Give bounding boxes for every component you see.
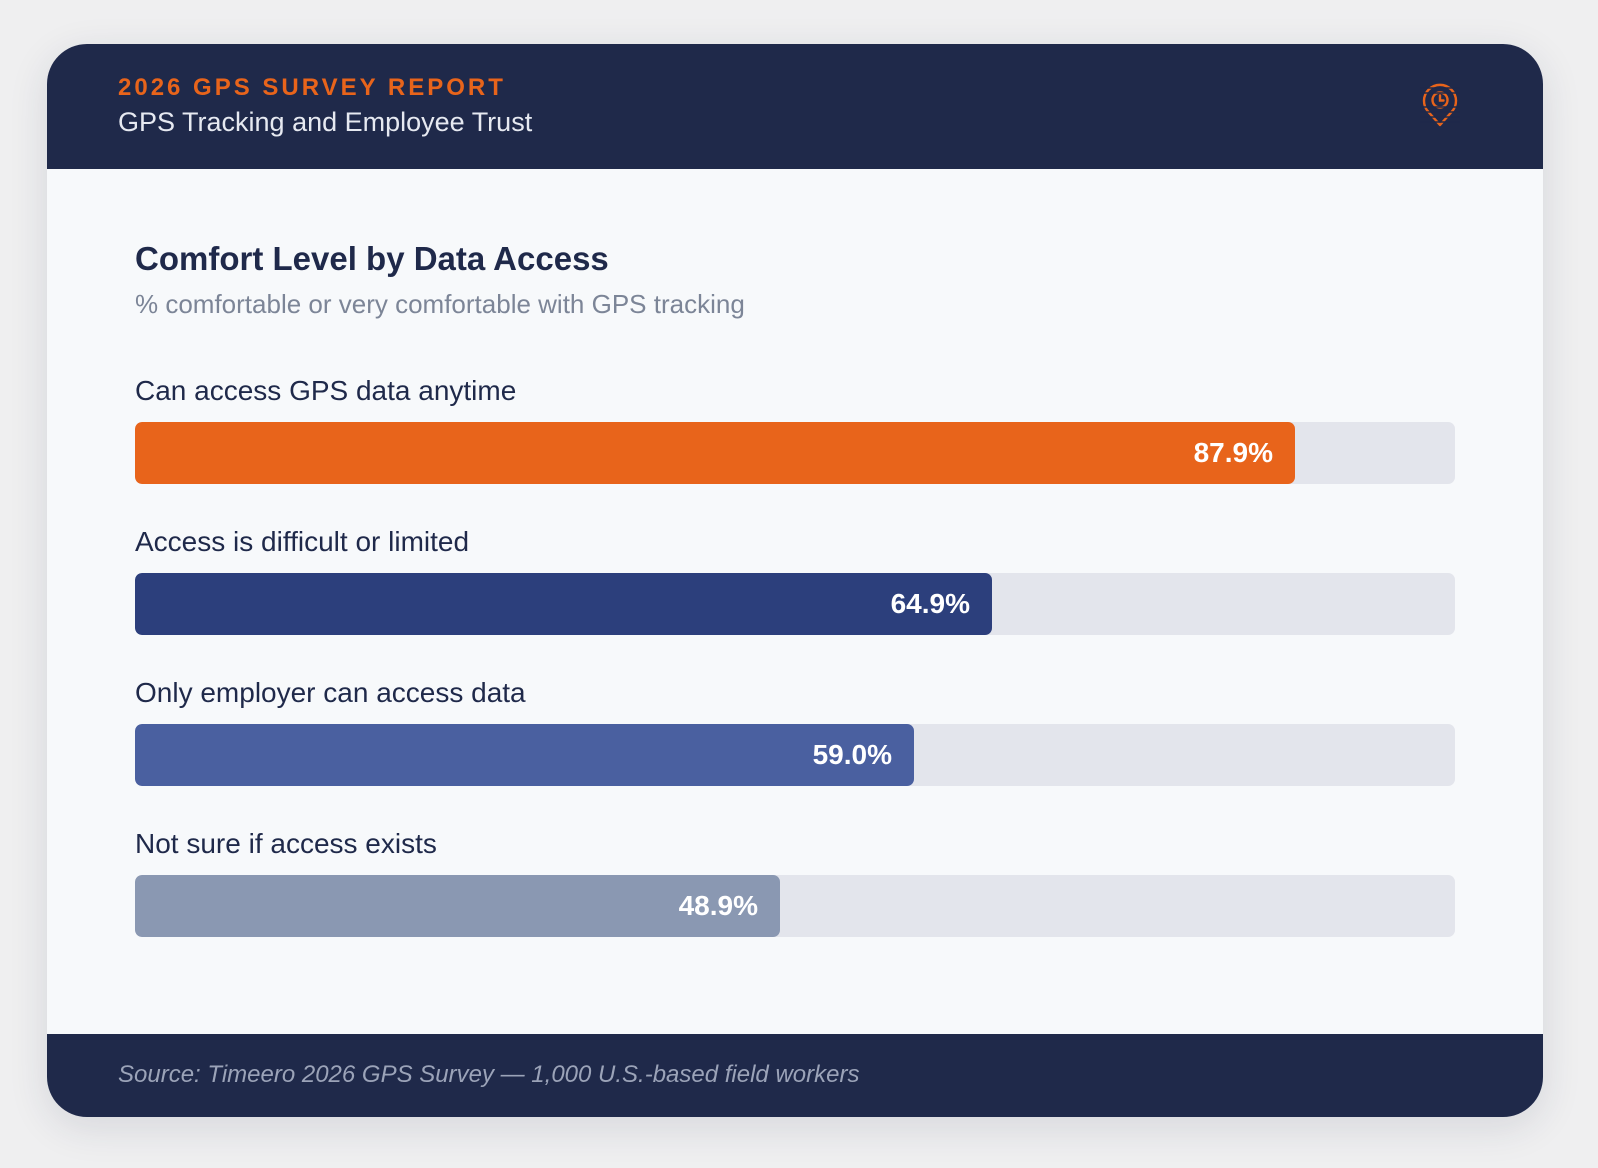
bar-category-label: Only employer can access data: [135, 677, 526, 708]
bar: 59.0%: [135, 724, 914, 786]
bar-category-label: Access is difficult or limited: [135, 526, 470, 557]
report-card: 2026 GPS SURVEY REPORT GPS Tracking and …: [47, 44, 1543, 1117]
bar-value-label: 87.9%: [1193, 437, 1273, 468]
bar: 64.9%: [135, 573, 992, 635]
chart-subtitle: % comfortable or very comfortable with G…: [135, 289, 745, 319]
bar-value-label: 59.0%: [812, 739, 892, 770]
bar-value-label: 64.9%: [890, 588, 970, 619]
bar-track: 64.9%: [135, 573, 1455, 635]
source-note: Source: Timeero 2026 GPS Survey — 1,000 …: [118, 1061, 860, 1088]
bar-track: 48.9%: [135, 875, 1455, 937]
bar-value-label: 48.9%: [678, 890, 758, 921]
chart-title: Comfort Level by Data Access: [135, 240, 609, 277]
report-subtitle: GPS Tracking and Employee Trust: [118, 107, 533, 137]
report-footer: Source: Timeero 2026 GPS Survey — 1,000 …: [47, 1034, 1543, 1117]
bar: 48.9%: [135, 875, 780, 937]
bar: 87.9%: [135, 422, 1295, 484]
bar-track: 87.9%: [135, 422, 1455, 484]
report-header: 2026 GPS SURVEY REPORT GPS Tracking and …: [47, 44, 1543, 169]
bar-category-label: Can access GPS data anytime: [135, 375, 517, 406]
report-eyebrow: 2026 GPS SURVEY REPORT: [118, 74, 506, 101]
location-pin-clock-icon: [1420, 83, 1460, 127]
bar-category-label: Not sure if access exists: [135, 828, 437, 859]
bar-track: 59.0%: [135, 724, 1455, 786]
